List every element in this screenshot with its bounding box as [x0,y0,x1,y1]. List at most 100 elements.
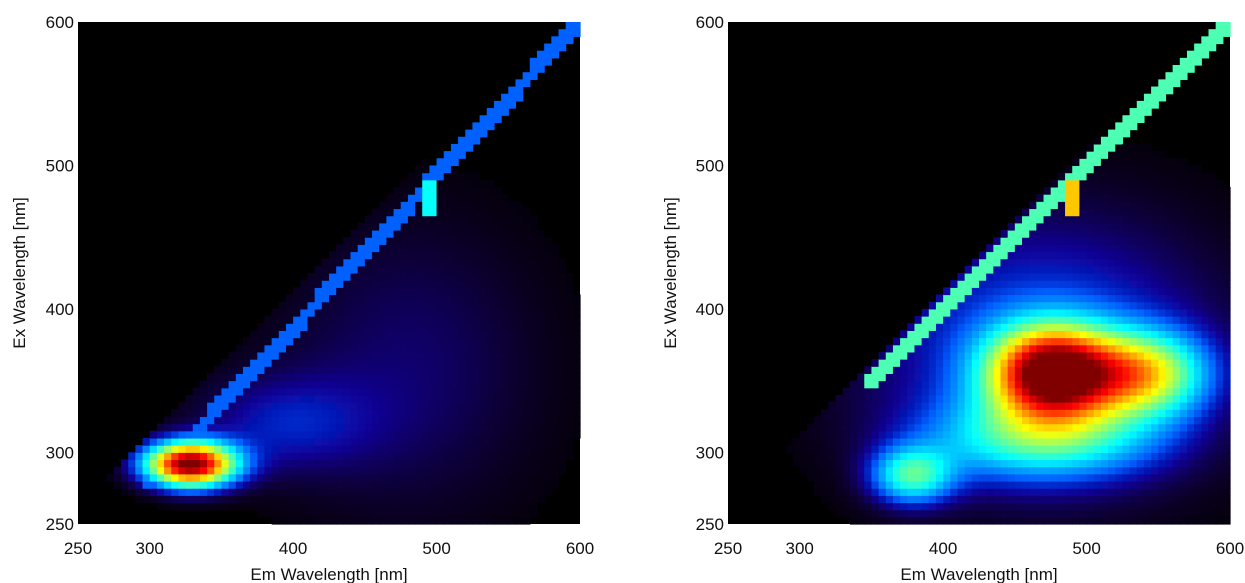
heatmap-cell [1179,423,1188,432]
heatmap-cell [321,316,330,324]
heatmap-cell [1158,394,1167,403]
heatmap-cell [1122,430,1131,439]
heatmap-cell [422,509,430,518]
heatmap-cell [443,344,452,353]
heatmap-cell [1122,229,1131,238]
heatmap-cell [1158,308,1167,317]
heatmap-cell [1129,287,1138,296]
heatmap-cell [372,480,380,489]
heatmap-cell [979,509,987,518]
heatmap-cell [529,280,538,288]
heatmap-cell [493,402,502,410]
heatmap-cell [1143,351,1152,360]
heatmap-cell [1050,416,1059,425]
heatmap-cell [529,215,538,224]
heatmap-cell [964,380,973,389]
heatmap-cell [1179,430,1188,439]
heatmap-cell [1072,251,1080,260]
heatmap-cell [1194,351,1202,360]
heatmap-cell [1072,186,1080,195]
heatmap-cell [1100,495,1109,504]
heatmap-cell [1122,437,1131,446]
heatmap-cell [536,351,545,360]
heatmap-cell [986,330,994,339]
heatmap-cell [379,201,387,210]
heatmap-cell [479,387,488,396]
heatmap-cell [1179,186,1188,195]
heatmap-cell [986,294,994,303]
heatmap-cell [415,459,423,468]
heatmap-cell [515,359,524,367]
heatmap-cell [1136,115,1145,123]
heatmap-cell [407,330,416,339]
heatmap-cell [1165,301,1174,310]
heatmap-cell [928,509,937,518]
heatmap-cell [501,215,509,224]
heatmap-cell [1036,423,1045,432]
heatmap-cell [450,186,459,195]
heatmap-cell [156,502,165,511]
heatmap-cell [300,344,309,353]
heatmap-cell [921,452,930,461]
heatmap-cell [1007,287,1016,296]
heatmap-cell [1158,380,1167,389]
heatmap-cell [957,452,966,461]
heatmap-cell [393,430,402,439]
heatmap-cell [1143,366,1152,374]
heatmap-cell [1143,437,1152,446]
heatmap-cell [1057,351,1066,360]
heatmap-cell [493,380,502,389]
heatmap-cell [422,280,430,288]
heatmap-cell [835,488,844,496]
heatmap-cell [501,373,509,382]
heatmap-cell [393,301,402,310]
heatmap-cell [943,294,951,303]
heatmap-cell [1201,287,1210,296]
heatmap-cell [971,337,980,346]
heatmap-cell [572,380,581,389]
heatmap-cell [1108,265,1116,274]
heatmap-cell [1007,423,1016,432]
heatmap-cell [950,380,959,389]
heatmap-cell [921,344,930,353]
heatmap-cell [1057,337,1066,346]
heatmap-cell [900,488,908,496]
heatmap-cell [950,466,959,475]
heatmap-cell [935,323,944,331]
heatmap-cell [522,437,531,446]
heatmap-cell [343,387,352,396]
heatmap-cell [486,186,495,195]
heatmap-cell [1043,452,1052,461]
heatmap-cell [1065,186,1073,195]
heatmap-cell [842,473,851,482]
heatmap-cell [479,409,488,418]
heatmap-cell [792,452,801,461]
heatmap-cell [465,409,474,418]
heatmap-cell [558,380,567,389]
heatmap-cell [1151,308,1159,317]
heatmap-cell [986,516,994,525]
heatmap-cell [1100,452,1109,461]
heatmap-cell [479,466,488,475]
heatmap-cell [336,473,344,482]
heatmap-cell [928,488,937,496]
heatmap-cell [314,394,323,403]
heatmap-cell [1022,237,1030,245]
heatmap-cell [386,409,395,418]
heatmap-cell [921,323,930,331]
heatmap-cell [400,287,409,296]
heatmap-cell [1158,337,1167,346]
heatmap-cell [207,452,215,461]
heatmap-cell [900,423,908,432]
heatmap-cell [1215,502,1224,511]
heatmap-cell [1115,165,1124,174]
heatmap-cell [1179,301,1188,310]
heatmap-cell [515,344,524,353]
heatmap-cell [1100,351,1109,360]
heatmap-cell [1201,215,1210,224]
heatmap-cell [1000,258,1009,267]
heatmap-cell [1143,208,1152,217]
heatmap-cell [1158,251,1167,260]
heatmap-cell [964,301,973,310]
